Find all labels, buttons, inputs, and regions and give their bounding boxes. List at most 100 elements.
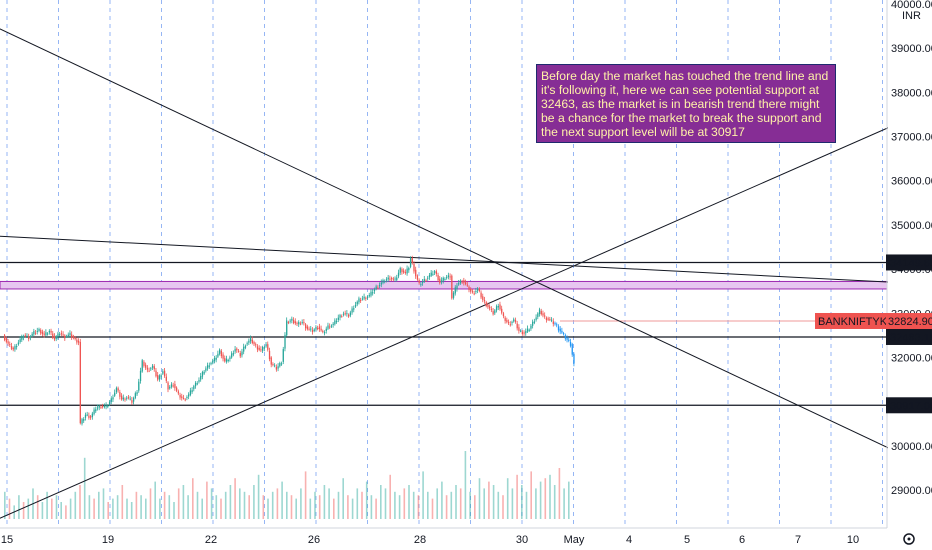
candle-body — [47, 333, 49, 335]
candle-body — [530, 325, 532, 329]
volume-bar — [290, 495, 293, 519]
candles — [4, 255, 575, 426]
volume-bar — [93, 498, 95, 519]
volume-bar — [173, 502, 175, 519]
candle-body — [296, 322, 298, 324]
candle-body — [322, 330, 324, 332]
candle-body — [489, 306, 491, 309]
candle-body — [151, 365, 154, 368]
candle-body — [124, 398, 126, 400]
candle-body — [227, 359, 229, 361]
volume-bar — [488, 481, 490, 519]
candle-body — [12, 347, 14, 350]
volume-bar — [558, 468, 561, 519]
candle-body — [408, 267, 410, 271]
candle-body — [456, 285, 458, 289]
candle-body — [237, 350, 240, 352]
volume-bar — [464, 451, 467, 519]
candle-body — [520, 330, 522, 332]
volume-bar — [248, 495, 250, 519]
candle-body — [7, 341, 9, 344]
volume-bar — [441, 481, 443, 519]
volume-bar — [22, 502, 25, 519]
candle-body — [313, 329, 315, 331]
candle-body — [225, 358, 228, 362]
candle-body — [33, 331, 35, 335]
candle-body — [466, 284, 468, 286]
candle-body — [440, 280, 443, 283]
candle-body — [67, 334, 69, 336]
candle-body — [568, 339, 570, 341]
volume-bars — [4, 451, 570, 519]
volume-bar — [389, 474, 391, 519]
candle-body — [167, 382, 169, 390]
volume-bar — [201, 498, 203, 519]
candle-body — [103, 406, 106, 408]
candle-body — [256, 346, 259, 350]
candle-body — [497, 306, 499, 308]
candle-body — [36, 330, 38, 332]
candle-body — [516, 323, 518, 329]
candle-body — [232, 353, 235, 355]
volume-bar — [196, 491, 199, 519]
volume-bar — [483, 488, 485, 519]
price-axis[interactable] — [888, 0, 932, 550]
volume-bar — [83, 457, 86, 519]
candle-body — [385, 279, 388, 281]
candle-body — [318, 326, 321, 330]
candle-body — [127, 397, 130, 399]
candle-body — [119, 392, 121, 397]
candle-body — [471, 291, 474, 293]
candle-body — [475, 290, 477, 292]
volume-bar — [112, 498, 114, 519]
candle-body — [14, 345, 16, 350]
volume-bar — [262, 495, 265, 519]
currency-label: INR — [902, 10, 921, 22]
candle-body — [184, 399, 186, 401]
candle-body — [411, 258, 413, 263]
candle-body — [346, 313, 348, 315]
candle-body — [251, 339, 253, 344]
candle-body — [163, 370, 166, 377]
candle-body — [525, 331, 527, 334]
volume-bar — [314, 491, 316, 519]
candle-body — [569, 341, 572, 346]
volume-bar — [408, 485, 410, 519]
candle-body — [48, 330, 51, 333]
candle-body — [511, 321, 513, 323]
volume-bar — [36, 495, 39, 519]
candle-body — [430, 272, 432, 276]
volume-bar — [337, 491, 340, 519]
candle-body — [301, 322, 303, 324]
vertical-gridlines — [6, 0, 883, 528]
candle-body — [305, 324, 307, 329]
candle-body — [170, 384, 173, 387]
candle-body — [208, 365, 210, 367]
candle-body — [96, 407, 99, 409]
candle-body — [564, 335, 567, 339]
candle-body — [275, 367, 278, 370]
candle-body — [57, 333, 59, 337]
candle-body — [108, 401, 111, 405]
candle-body — [372, 292, 374, 294]
candle-body — [174, 383, 176, 389]
candle-body — [495, 306, 498, 311]
candle-body — [222, 354, 224, 359]
candle-body — [76, 339, 78, 343]
candle-body — [107, 405, 109, 407]
volume-bar — [74, 491, 77, 519]
volume-bar — [121, 485, 124, 519]
volume-bar — [154, 481, 156, 519]
volume-bar — [267, 498, 269, 519]
candle-body — [62, 334, 64, 336]
settings-icon[interactable] — [903, 533, 915, 545]
candle-body — [556, 324, 558, 326]
candle-body — [358, 298, 360, 303]
candle-body — [444, 278, 446, 280]
candle-body — [244, 345, 247, 348]
trendlines — [0, 28, 894, 519]
candle-body — [344, 313, 346, 315]
candle-body — [354, 304, 357, 307]
candle-body — [387, 277, 389, 280]
level-price-tag — [886, 328, 932, 345]
